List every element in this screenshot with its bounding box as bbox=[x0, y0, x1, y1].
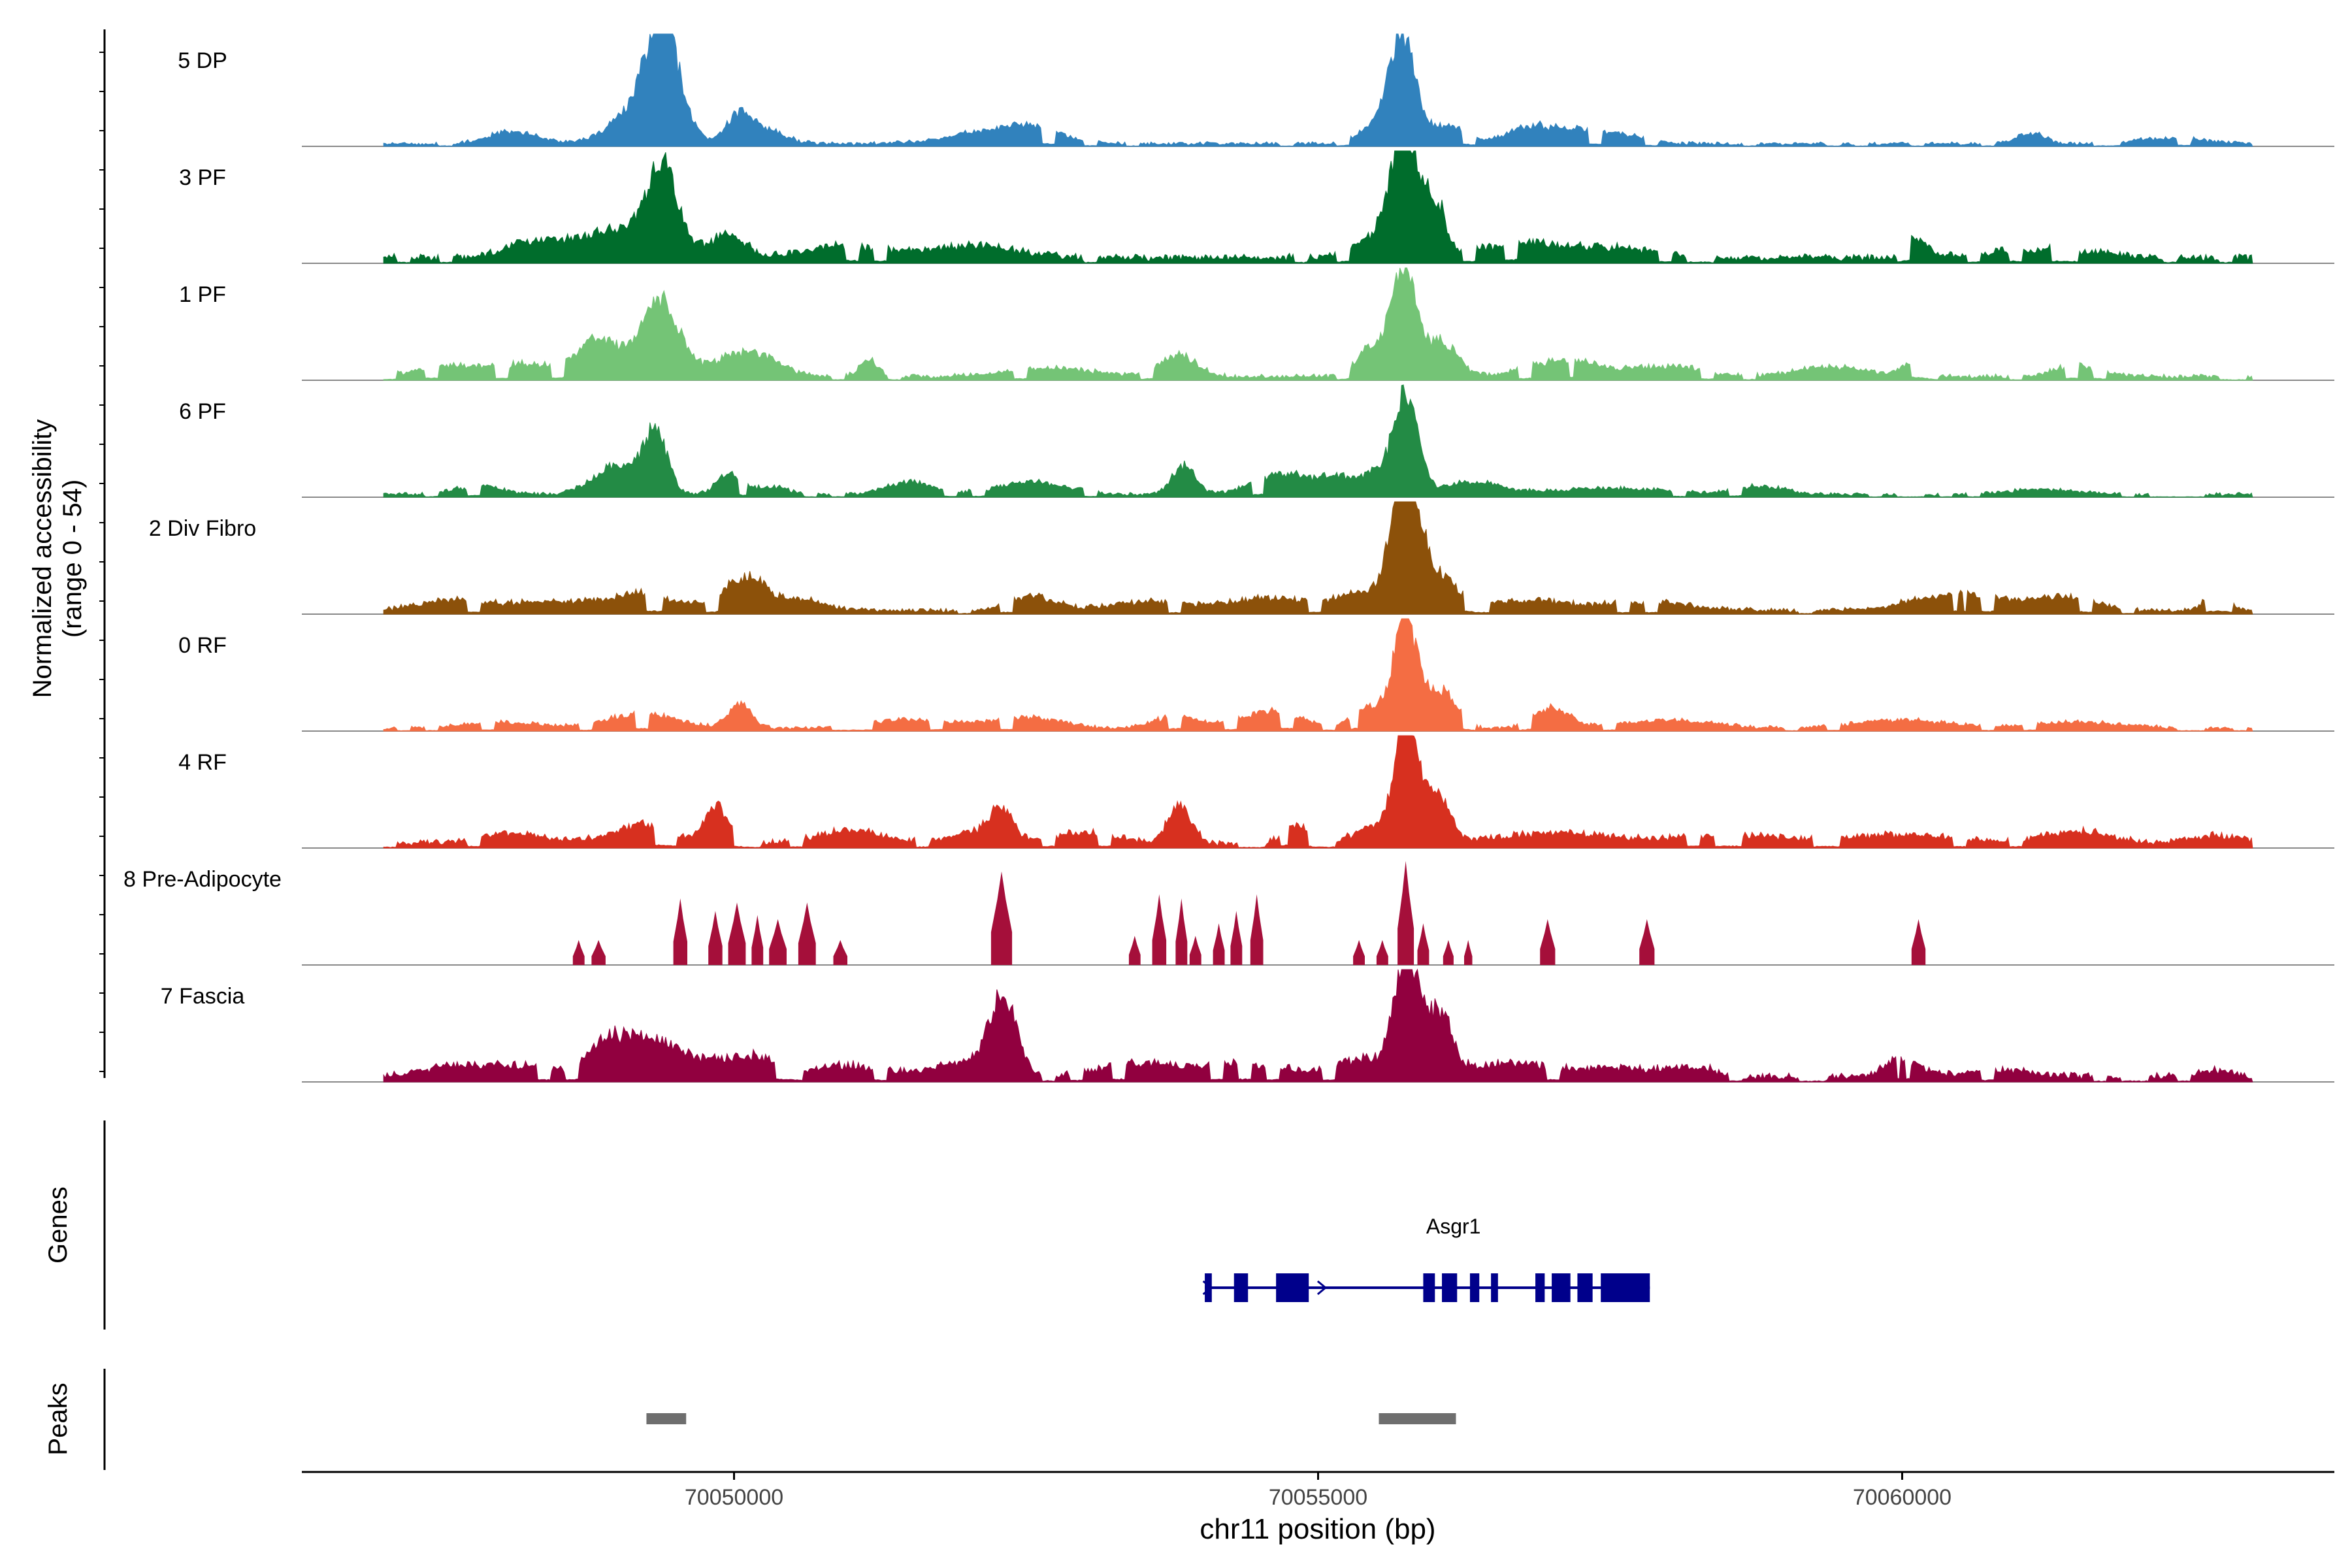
coverage-block bbox=[572, 939, 585, 965]
peak-region bbox=[646, 1413, 687, 1424]
coverage-area bbox=[383, 267, 2253, 381]
track-label: 3 PF bbox=[179, 165, 226, 190]
track-label: 4 RF bbox=[178, 750, 227, 775]
track-4: 6 PF bbox=[179, 384, 2334, 498]
peak-track bbox=[646, 1413, 1456, 1424]
coverage-area bbox=[383, 618, 2253, 732]
coverage-block bbox=[1230, 911, 1243, 965]
coverage-block bbox=[990, 871, 1013, 965]
strand-arrow-icon bbox=[1316, 1280, 1328, 1296]
x-tick-label: 70060000 bbox=[1853, 1485, 1952, 1510]
gene-exon bbox=[1205, 1273, 1212, 1302]
coverage-area bbox=[383, 735, 2253, 849]
track-label: 6 PF bbox=[179, 399, 226, 424]
track-label: 5 DP bbox=[178, 48, 227, 73]
coverage-block bbox=[1128, 936, 1141, 965]
coverage-block bbox=[1397, 860, 1414, 965]
coverage-block bbox=[798, 902, 816, 965]
gene-exon bbox=[1469, 1273, 1480, 1302]
coverage-block bbox=[1911, 919, 1926, 965]
track-label: 8 Pre-Adipocyte bbox=[123, 867, 282, 892]
coverage-block bbox=[1353, 939, 1365, 965]
track-7: 4 RF bbox=[178, 735, 2334, 849]
coverage-block bbox=[1464, 939, 1473, 965]
coverage-block bbox=[751, 915, 764, 965]
track-label: 0 RF bbox=[178, 633, 227, 658]
track-6: 0 RF bbox=[178, 618, 2334, 732]
coverage-block bbox=[1540, 919, 1556, 965]
x-axis-title: chr11 position (bp) bbox=[1200, 1513, 1435, 1545]
peaks-track-title: Peaks bbox=[44, 1382, 73, 1455]
coverage-block bbox=[769, 919, 787, 965]
gene-exon bbox=[1276, 1273, 1309, 1302]
gene-exon bbox=[1442, 1273, 1458, 1302]
track-2: 3 PF bbox=[179, 150, 2334, 264]
gene-exon bbox=[1552, 1273, 1571, 1302]
x-tick-label: 70050000 bbox=[685, 1485, 783, 1510]
coverage-block bbox=[1417, 923, 1429, 965]
x-axis-ticks: 70050000 70055000 70060000 bbox=[685, 1472, 1952, 1510]
track-label: 7 Fascia bbox=[161, 984, 245, 1009]
y-axis-title-line2: (range 0 - 54) bbox=[58, 480, 87, 638]
peak-region bbox=[1379, 1413, 1456, 1424]
genes-track-title: Genes bbox=[44, 1186, 73, 1264]
gene-track: Asgr1 bbox=[1202, 1215, 1650, 1302]
coverage-block bbox=[1443, 939, 1454, 965]
gene-exon bbox=[1577, 1273, 1593, 1302]
gene-exon bbox=[1491, 1273, 1498, 1302]
coverage-block bbox=[833, 939, 847, 965]
coverage-area bbox=[383, 501, 2253, 615]
coverage-block bbox=[591, 939, 606, 965]
track-8: 8 Pre-Adipocyte bbox=[123, 860, 2334, 966]
coverage-block bbox=[1152, 894, 1167, 965]
coverage-block bbox=[1250, 894, 1264, 965]
gene-exon bbox=[1601, 1273, 1650, 1302]
gene-label: Asgr1 bbox=[1426, 1215, 1481, 1238]
gene-exon bbox=[1233, 1273, 1249, 1302]
coverage-area bbox=[383, 968, 2253, 1083]
coverage-block bbox=[673, 898, 687, 965]
track-label: 2 Div Fibro bbox=[149, 516, 256, 541]
track-3: 1 PF bbox=[179, 267, 2334, 381]
y-axis-title-line1: Normalized accessibility bbox=[28, 419, 57, 698]
coverage-block bbox=[1639, 919, 1655, 965]
coverage-block bbox=[1189, 936, 1201, 965]
coverage-area bbox=[383, 33, 2253, 147]
x-tick-label: 70055000 bbox=[1269, 1485, 1367, 1510]
track-9: 7 Fascia bbox=[161, 968, 2334, 1083]
gene-exon bbox=[1423, 1273, 1435, 1302]
coverage-y-ticks bbox=[99, 52, 105, 1072]
coverage-area bbox=[383, 384, 2253, 498]
coverage-block bbox=[728, 902, 746, 965]
track-5: 2 Div Fibro bbox=[149, 501, 2334, 615]
coverage-tracks: 5 DP 3 PF 1 PF 6 PF 2 Div Fibro 0 RF 4 RF 8 Pre… bbox=[123, 33, 2334, 1083]
coverage-block bbox=[708, 911, 723, 965]
coverage-block bbox=[1213, 923, 1225, 965]
coverage-block bbox=[1376, 939, 1388, 965]
track-1: 5 DP bbox=[178, 33, 2334, 147]
coverage-block bbox=[1175, 898, 1188, 965]
track-label: 1 PF bbox=[179, 282, 226, 307]
coverage-area bbox=[383, 150, 2253, 264]
gene-exon bbox=[1535, 1273, 1545, 1302]
